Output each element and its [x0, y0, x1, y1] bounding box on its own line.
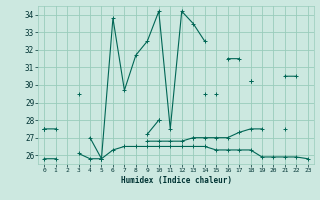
X-axis label: Humidex (Indice chaleur): Humidex (Indice chaleur)	[121, 176, 231, 185]
